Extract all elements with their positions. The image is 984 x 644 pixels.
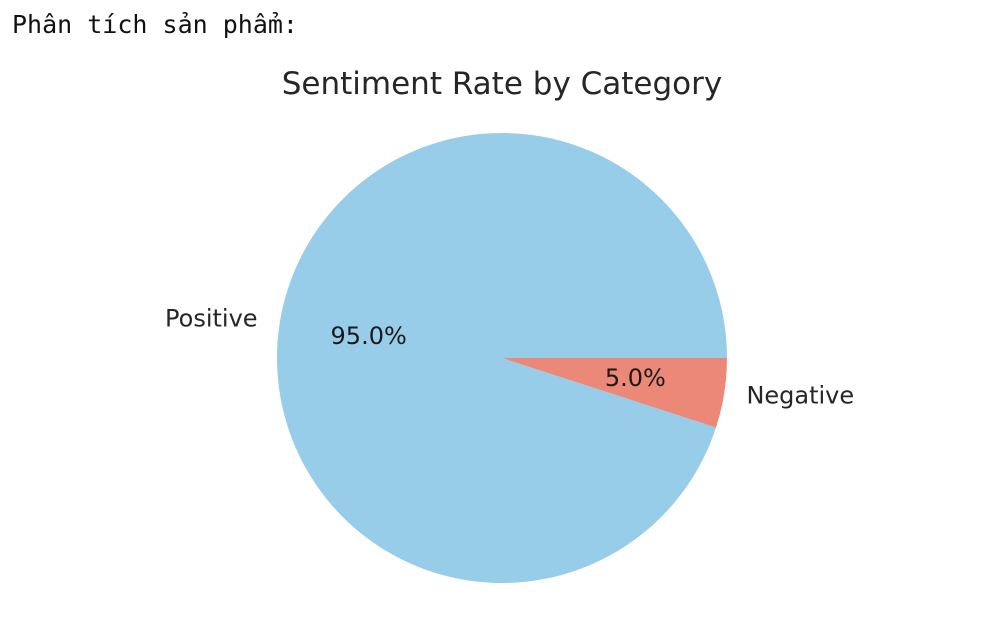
pie-slice-negative [502,358,727,428]
output-label: Phân tích sản phẩm: [12,10,298,39]
pie-labels: Positive 95.0% Negative 5.0% [165,304,854,409]
slice-label-negative: Negative [746,382,854,410]
pie-slices [277,133,727,583]
chart-title: Sentiment Rate by Category [282,66,723,102]
pct-label-positive: 95.0% [331,322,407,350]
slice-label-positive: Positive [165,304,258,332]
pct-label-negative: 5.0% [605,364,666,392]
